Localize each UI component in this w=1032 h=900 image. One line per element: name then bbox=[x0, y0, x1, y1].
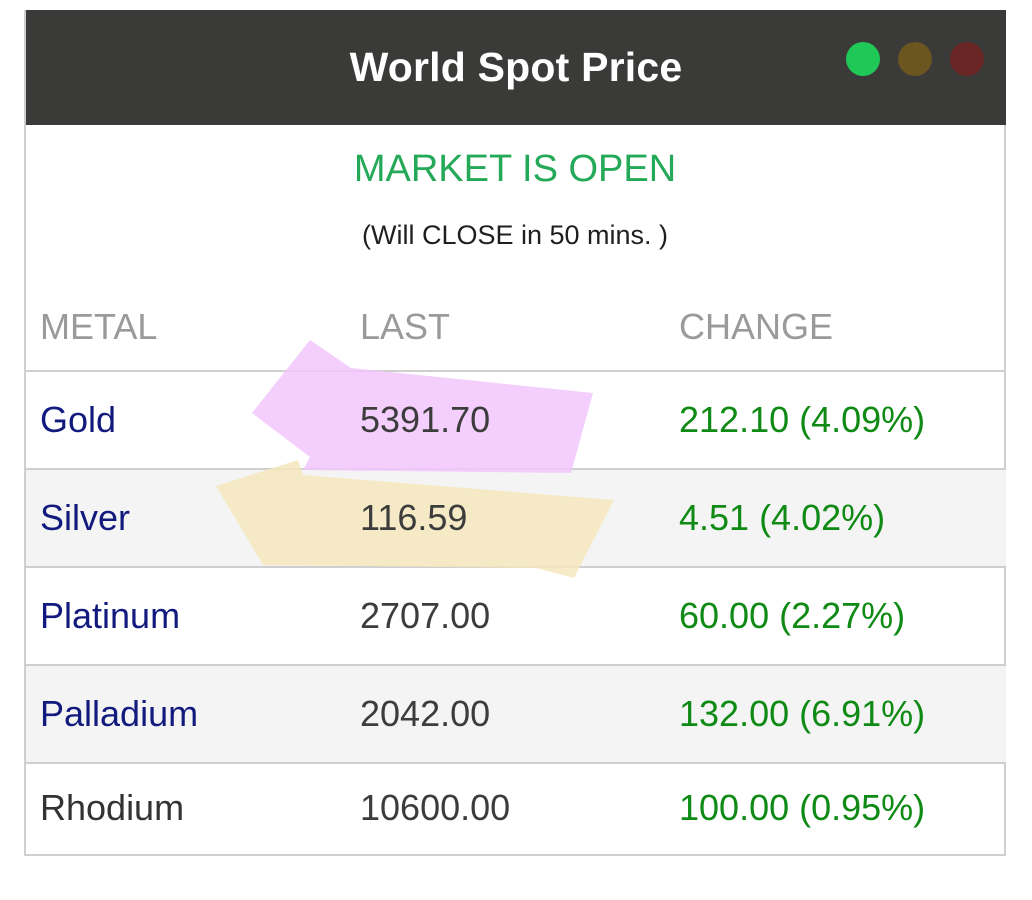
metal-rhodium[interactable]: Rhodium bbox=[40, 787, 185, 828]
column-header-change: CHANGE bbox=[679, 306, 834, 347]
close-countdown: (Will CLOSE in 50 mins. ) bbox=[361, 220, 669, 250]
widget-title: World Spot Price bbox=[349, 44, 683, 90]
table-header: METAL LAST CHANGE bbox=[26, 292, 1006, 372]
last-price-gold: 5391.70 bbox=[360, 399, 491, 440]
metal-platinum[interactable]: Platinum bbox=[40, 595, 181, 636]
last-price-rhodium: 10600.00 bbox=[360, 787, 511, 828]
change-gold: 212.10 (4.09%) bbox=[679, 399, 926, 440]
last-price-platinum: 2707.00 bbox=[360, 595, 491, 636]
spot-price-widget: World Spot Price MARKET IS OPEN (Will CL… bbox=[24, 10, 1006, 856]
table-row[interactable] bbox=[26, 568, 1006, 666]
table-row[interactable] bbox=[26, 666, 1006, 764]
market-status: MARKET IS OPEN bbox=[353, 148, 677, 190]
column-header-metal: METAL bbox=[40, 306, 158, 347]
red-light-icon[interactable] bbox=[950, 42, 984, 76]
change-palladium: 132.00 (6.91%) bbox=[679, 693, 926, 734]
metal-palladium[interactable]: Palladium bbox=[40, 693, 199, 734]
green-light-icon[interactable] bbox=[846, 42, 880, 76]
change-rhodium: 100.00 (0.95%) bbox=[679, 787, 926, 828]
column-header-last: LAST bbox=[360, 306, 451, 347]
metal-silver[interactable]: Silver bbox=[40, 497, 131, 538]
change-silver: 4.51 (4.02%) bbox=[679, 497, 886, 538]
yellow-light-icon[interactable] bbox=[898, 42, 932, 76]
metal-gold[interactable]: Gold bbox=[40, 399, 117, 440]
last-price-silver: 116.59 bbox=[360, 497, 468, 538]
change-platinum: 60.00 (2.27%) bbox=[679, 595, 906, 636]
last-price-palladium: 2042.00 bbox=[360, 693, 491, 734]
title-bar: World Spot Price bbox=[26, 10, 1006, 125]
